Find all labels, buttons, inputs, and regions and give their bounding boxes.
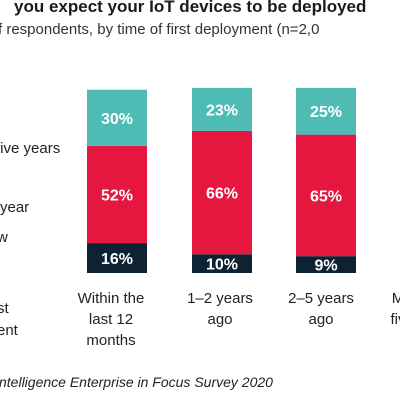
- bar-segment-top-1: [87, 89, 147, 146]
- legend-label-st: st: [0, 300, 9, 317]
- bar-segment-bottom-3: [296, 256, 356, 273]
- bar-segment-middle-3: [296, 134, 356, 257]
- data-label-bottom-3: 9%: [314, 258, 337, 275]
- data-label-middle-2: 66%: [206, 186, 238, 203]
- bar-segment-top-3: [296, 87, 356, 135]
- data-label-middle-3: 65%: [310, 188, 342, 205]
- data-label-top-3: 25%: [310, 104, 342, 121]
- bar-segment-middle-1: [87, 145, 147, 244]
- chart-subtitle: f respondents, by time of first deployme…: [0, 21, 320, 38]
- category-label-3: 2–5 years ago: [288, 290, 354, 328]
- category-label-2: 1–2 years ago: [187, 290, 253, 328]
- legend-label-year: year: [0, 199, 30, 216]
- category-label-4: M fiv: [390, 290, 400, 328]
- data-label-bottom-2: 10%: [206, 257, 238, 274]
- data-label-top-1: 30%: [101, 111, 133, 128]
- data-label-bottom-1: 16%: [101, 251, 133, 268]
- bar-segment-bottom-2: [192, 254, 252, 273]
- legend-label-five-years: five years: [0, 140, 61, 157]
- data-label-top-2: 23%: [206, 102, 238, 119]
- data-label-middle-1: 52%: [101, 187, 133, 204]
- bar-segment-middle-2: [192, 130, 252, 255]
- bar-segment-bottom-1: [87, 243, 147, 273]
- bar-segment-top-2: [192, 87, 252, 131]
- category-label-1: Within the last 12 months: [77, 290, 145, 349]
- source-note: ntelligence Enterprise in Focus Survey 2…: [0, 374, 273, 390]
- legend-label-ent: ent: [0, 322, 18, 339]
- legend-label-w: w: [0, 229, 8, 246]
- chart-title: you expect your IoT devices to be deploy…: [14, 0, 367, 16]
